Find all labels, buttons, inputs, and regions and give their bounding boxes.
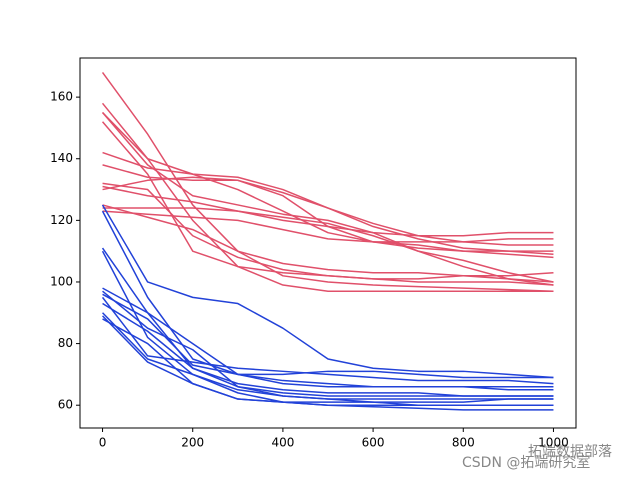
line <box>102 207 554 283</box>
y-tick-label: 100 <box>50 274 73 288</box>
watermark: CSDN @拓端研究室 <box>462 454 590 471</box>
line <box>102 112 554 259</box>
y-tick-label: 140 <box>50 151 73 165</box>
line <box>102 287 554 388</box>
line <box>101 112 554 286</box>
y-tick-label: 160 <box>50 90 73 104</box>
line <box>102 318 554 403</box>
line <box>101 102 554 292</box>
plot-frame <box>79 57 577 429</box>
line <box>101 210 554 391</box>
x-tick-label: 800 <box>452 436 475 450</box>
x-tick-label: 0 <box>99 436 107 450</box>
line <box>102 164 554 246</box>
line <box>101 296 554 385</box>
line <box>102 210 554 255</box>
watermark: 拓端数据部落 <box>528 444 612 460</box>
x-tick-label: 1000 <box>538 436 569 450</box>
y-tick-label: 120 <box>50 213 73 227</box>
line <box>101 72 554 292</box>
y-tick-label: 60 <box>58 398 73 412</box>
line <box>102 302 554 397</box>
line <box>102 204 554 283</box>
x-tick-label: 400 <box>271 436 294 450</box>
line <box>101 204 554 379</box>
line <box>102 182 554 280</box>
line <box>101 121 554 286</box>
line <box>102 293 554 379</box>
line <box>102 151 554 252</box>
line <box>102 176 554 243</box>
line <box>102 185 554 237</box>
line <box>102 315 554 406</box>
x-tick-label: 200 <box>181 436 204 450</box>
x-tick-label: 600 <box>362 436 385 450</box>
y-tick-label: 80 <box>58 336 73 350</box>
